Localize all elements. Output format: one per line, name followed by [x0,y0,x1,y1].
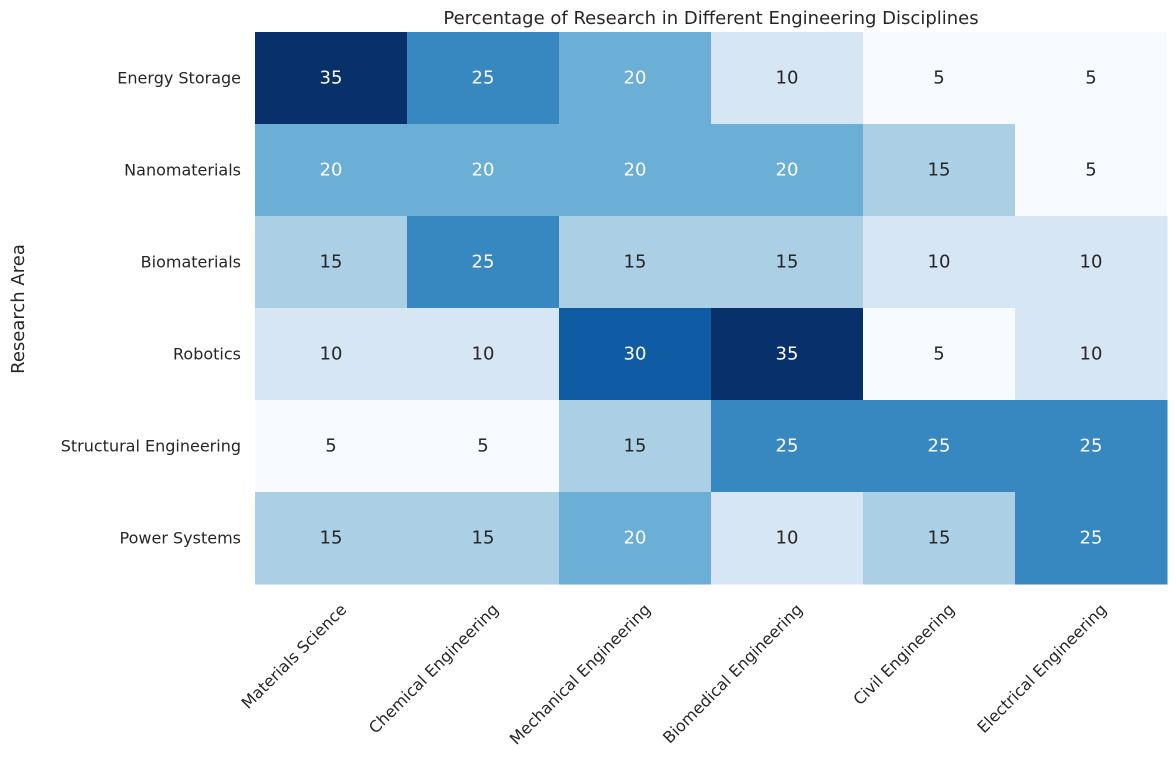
y-tick-label: Nanomaterials [124,161,241,180]
heatmap-cell [711,492,864,585]
heatmap-cell [255,216,408,309]
heatmap-cell-value: 30 [624,344,647,365]
heatmap-cell-value: 25 [928,436,951,457]
heatmap-cell [863,32,1016,125]
x-tick-label: Mechanical Engineering [506,600,655,749]
y-tick-label: Biomaterials [141,253,241,272]
heatmap-cell-value: 10 [928,252,951,273]
heatmap-cell-value: 20 [624,160,647,181]
heatmap-cell-value: 15 [472,528,495,549]
heatmap-cell-value: 20 [624,68,647,89]
y-axis-label: Research Area [8,244,29,374]
heatmap-cell [407,124,560,217]
heatmap-cell [407,32,560,125]
y-tick-label: Robotics [173,345,241,364]
heatmap-cell-value: 10 [1080,344,1103,365]
heatmap-cell-value: 5 [1085,160,1096,181]
heatmap-cell [863,216,1016,309]
heatmap-cell [255,308,408,401]
heatmap-cell-value: 15 [320,528,343,549]
heatmap-cell [1015,32,1168,125]
heatmap-cell-value: 10 [776,68,799,89]
x-tick-label: Materials Science [238,600,351,713]
heatmap-cell [863,308,1016,401]
x-axis-tick-labels: Materials Science Chemical Engineering Mec… [238,600,1111,749]
heatmap-cell [407,492,560,585]
heatmap-cell-value: 15 [320,252,343,273]
y-tick-label: Energy Storage [117,69,241,88]
y-tick-label: Power Systems [120,529,241,548]
heatmap-cell-value: 15 [776,252,799,273]
heatmap-cell-value: 10 [776,528,799,549]
heatmap-cell [255,400,408,493]
heatmap-cell-value: 10 [320,344,343,365]
heatmap-cell [559,308,712,401]
heatmap-cells [255,32,1168,585]
heatmap-cell-value: 20 [624,528,647,549]
heatmap-cell-value: 25 [776,436,799,457]
heatmap-cell [711,308,864,401]
x-tick-label: Chemical Engineering [365,600,502,737]
heatmap-cell [1015,308,1168,401]
x-tick-label: Civil Engineering [849,600,958,709]
heatmap-cell-value: 20 [472,160,495,181]
heatmap-cell-value: 25 [1080,436,1103,457]
heatmap-cell [863,400,1016,493]
heatmap-cell-value: 25 [472,68,495,89]
heatmap-cell [863,492,1016,585]
heatmap-cell [559,216,712,309]
heatmap-cell [1015,400,1168,493]
heatmap-cell-value: 35 [776,344,799,365]
heatmap-cell [255,492,408,585]
heatmap-cell [255,32,408,125]
x-tick-label: Biomedical Engineering [659,600,806,747]
heatmap-cell-value: 5 [325,436,336,457]
heatmap-cell [407,308,560,401]
heatmap-cell-value: 15 [928,528,951,549]
heatmap-cell [559,124,712,217]
heatmap-cell [711,216,864,309]
heatmap-cell [711,400,864,493]
heatmap-cell [711,32,864,125]
heatmap-cell [559,32,712,125]
heatmap-cell-value: 10 [472,344,495,365]
heatmap-cell-value: 5 [933,344,944,365]
heatmap-cell-value: 25 [1080,528,1103,549]
heatmap-cell-value: 15 [624,436,647,457]
y-tick-label: Structural Engineering [61,437,241,456]
heatmap-cell-value: 5 [1085,68,1096,89]
heatmap-cell-value: 5 [477,436,488,457]
heatmap-cell-value: 35 [320,68,343,89]
heatmap-cell-value: 25 [472,252,495,273]
heatmap-cell-labels: 35 25 20 10 5 5 20 20 20 20 15 5 15 25 15 15 10 10 10 10 30 3… [320,68,1103,549]
heatmap-cell [1015,492,1168,585]
heatmap-cell [1015,124,1168,217]
heatmap-cell [711,124,864,217]
heatmap-cell-value: 20 [776,160,799,181]
heatmap-cell-value: 15 [928,160,951,181]
heatmap-cell [255,124,408,217]
heatmap-cell-value: 10 [1080,252,1103,273]
heatmap-cell-value: 5 [933,68,944,89]
heatmap-cell [559,400,712,493]
chart-title: Percentage of Research in Different Engi… [443,8,978,29]
heatmap-cell [559,492,712,585]
heatmap-cell [1015,216,1168,309]
x-tick-label: Electrical Engineering [973,600,1110,737]
heatmap-cell [863,124,1016,217]
heatmap-cell [407,216,560,309]
y-axis-tick-labels: Energy Storage Nanomaterials Biomaterials R… [61,69,241,548]
heatmap-cell-value: 20 [320,160,343,181]
heatmap-cell-value: 15 [624,252,647,273]
heatmap-cell [407,400,560,493]
